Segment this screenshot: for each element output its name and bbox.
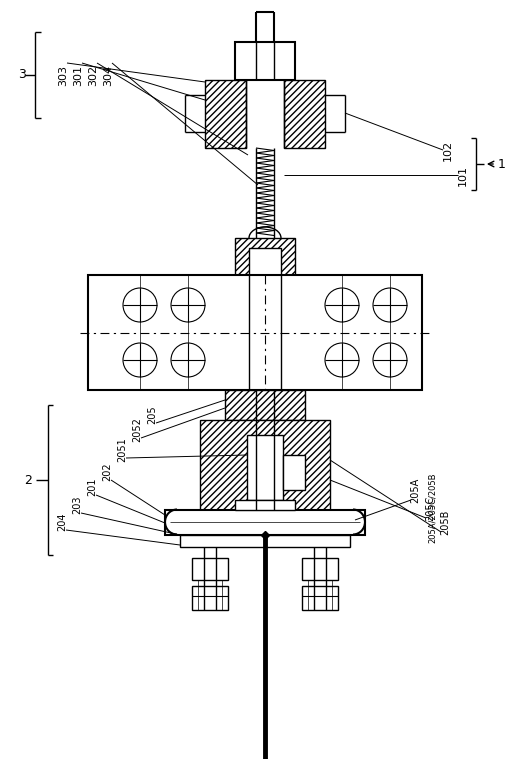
Text: 301: 301 [73, 65, 83, 86]
Circle shape [324, 288, 358, 322]
Text: 205A/205C/205B: 205A/205C/205B [427, 473, 436, 543]
Bar [205, 80, 245, 148]
Circle shape [171, 343, 205, 377]
Text: 2: 2 [24, 474, 32, 487]
Bar [191, 558, 228, 580]
Text: 304: 304 [103, 65, 113, 86]
Bar [180, 535, 349, 547]
Text: 3: 3 [18, 68, 26, 81]
Bar [301, 586, 337, 610]
Bar [282, 455, 304, 490]
Circle shape [372, 343, 406, 377]
Bar [235, 42, 294, 80]
Bar [165, 510, 364, 535]
Text: 202: 202 [102, 463, 112, 481]
Text: 302: 302 [88, 65, 98, 86]
Bar [191, 586, 228, 610]
Text: 205B: 205B [439, 509, 449, 534]
Circle shape [171, 288, 205, 322]
Bar [301, 558, 337, 580]
Text: 204: 204 [57, 513, 67, 531]
Circle shape [372, 288, 406, 322]
Bar [248, 248, 280, 275]
Text: 205: 205 [147, 406, 157, 424]
Bar [246, 435, 282, 500]
Text: 2052: 2052 [132, 417, 142, 442]
Bar [200, 420, 329, 510]
Text: 205A: 205A [409, 477, 419, 502]
Bar [235, 238, 294, 275]
Text: 2051: 2051 [117, 438, 127, 462]
Bar [235, 500, 294, 510]
Text: 303: 303 [58, 65, 68, 86]
Text: 205C: 205C [424, 496, 434, 521]
Text: 201: 201 [87, 477, 97, 496]
Circle shape [123, 288, 157, 322]
Bar [88, 275, 421, 390]
Text: 1: 1 [497, 158, 505, 171]
Text: 102: 102 [442, 140, 452, 161]
Text: 203: 203 [72, 496, 82, 515]
Bar [284, 80, 324, 148]
Bar [224, 390, 304, 420]
Text: 101: 101 [457, 165, 467, 185]
Circle shape [324, 343, 358, 377]
Circle shape [123, 343, 157, 377]
